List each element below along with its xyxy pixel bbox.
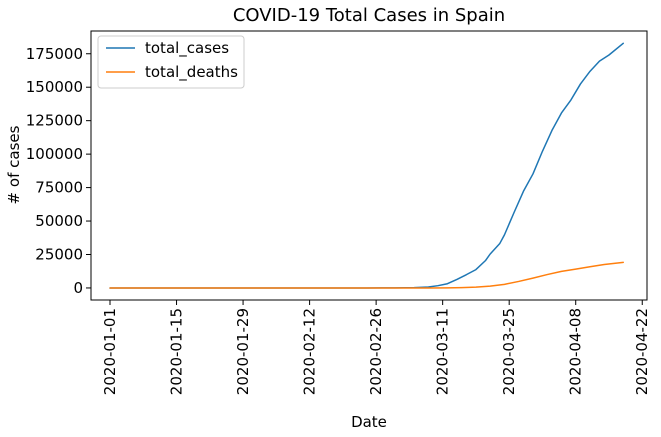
x-tick-label: 2020-04-08 xyxy=(567,308,585,395)
y-tick-label: 0 xyxy=(73,279,83,297)
chart-title: COVID-19 Total Cases in Spain xyxy=(233,5,505,26)
y-tick-label: 50000 xyxy=(35,212,83,230)
series-lines xyxy=(109,42,624,289)
y-tick-label: 100000 xyxy=(26,145,83,163)
y-axis-label: # of cases xyxy=(5,125,23,204)
x-axis-label: Date xyxy=(351,413,387,431)
series-line-total-deaths xyxy=(109,261,624,289)
legend-label-total-cases: total_cases xyxy=(145,39,229,58)
legend-label-total-deaths: total_deaths xyxy=(145,63,238,82)
plot-frame xyxy=(90,30,648,301)
x-tick-label: 2020-01-15 xyxy=(168,308,186,395)
x-tick-label: 2020-04-22 xyxy=(633,308,651,395)
x-tick-label: 2020-03-25 xyxy=(500,308,518,395)
x-tick-label: 2020-02-12 xyxy=(301,308,319,395)
x-tick-label: 2020-01-01 xyxy=(101,308,119,395)
x-tick-label: 2020-02-26 xyxy=(367,308,385,395)
y-tick-label: 25000 xyxy=(35,245,83,263)
legend-box xyxy=(97,35,245,89)
y-tick-label: 175000 xyxy=(26,45,83,63)
y-tick-label: 125000 xyxy=(26,112,83,130)
y-axis: 0 25000 50000 75000 100000 125000 150000 175000 xyxy=(26,45,91,297)
y-tick-label: 150000 xyxy=(26,78,83,96)
x-tick-label: 2020-03-11 xyxy=(434,308,452,395)
x-axis: 2020-01-01 2020-01-15 2020-01-29 2020-02-12… xyxy=(101,300,651,395)
y-tick-label: 75000 xyxy=(35,179,83,197)
legend: total_cases total_deaths xyxy=(97,35,245,89)
x-tick-label: 2020-01-29 xyxy=(234,308,252,395)
